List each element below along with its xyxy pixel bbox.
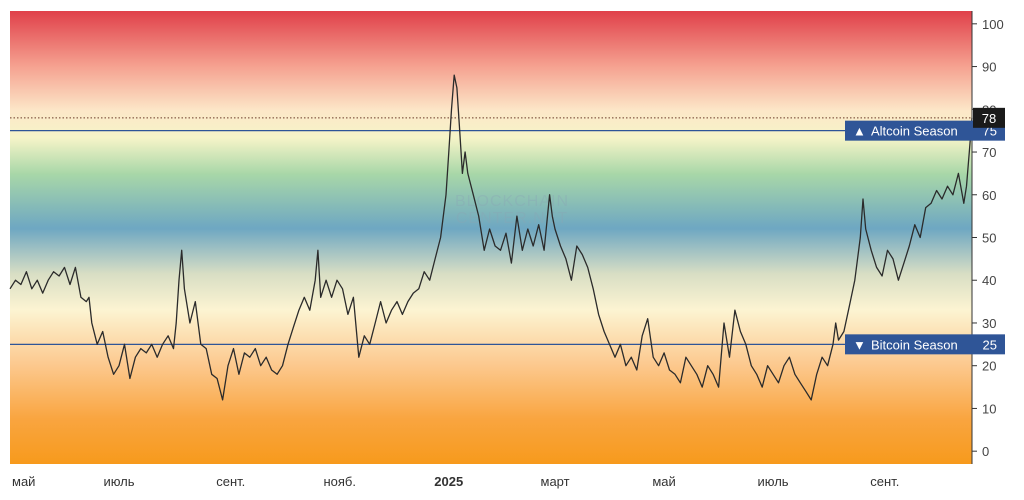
reference-badge-bg: [845, 120, 1005, 141]
x-tick-label: 2025: [434, 474, 463, 489]
reference-badge-marker: ▼: [853, 337, 866, 352]
y-tick-label: 0: [982, 444, 989, 459]
series-line: [9, 74, 973, 401]
y-tick-label: 40: [982, 273, 996, 288]
x-axis-ticks: май июль сент. нояб. 2025 март май июль сент.: [12, 474, 899, 489]
x-tick-label: сент.: [216, 474, 245, 489]
reference-badges: ▲ Altcoin Season 75▼ Bitcoin Season 25: [845, 120, 1005, 355]
reference-badge-marker: ▲: [853, 124, 866, 139]
x-tick-label: июль: [758, 474, 789, 489]
reference-lines: [10, 130, 972, 345]
y-tick-label: 30: [982, 316, 996, 331]
watermark-text: CENTER.NET: [456, 210, 568, 227]
x-tick-label: март: [541, 474, 570, 489]
current-value-badge: 78: [973, 107, 1005, 128]
y-tick-label: 100: [982, 17, 1004, 32]
reference-badge-value: 25: [983, 337, 997, 352]
y-tick-label: 50: [982, 231, 996, 246]
y-tick-label: 10: [982, 401, 996, 416]
x-tick-label: июль: [103, 474, 134, 489]
y-axis-ticks: 0102030405060708090100: [972, 17, 1004, 459]
reference-badge-label: Bitcoin Season: [871, 337, 958, 352]
x-tick-label: май: [652, 474, 675, 489]
y-tick-label: 70: [982, 145, 996, 160]
reference-badge-label: Altcoin Season: [871, 124, 958, 139]
plot-background: [10, 11, 972, 464]
x-tick-label: май: [12, 474, 35, 489]
y-tick-label: 90: [982, 60, 996, 75]
current-value-badge-bg: [973, 107, 1005, 128]
y-tick-label: 60: [982, 188, 996, 203]
x-tick-label: сент.: [870, 474, 899, 489]
current-value-label: 78: [982, 111, 996, 126]
reference-badge-bg: [845, 334, 1005, 355]
x-tick-label: нояб.: [323, 474, 356, 489]
y-tick-label: 20: [982, 359, 996, 374]
watermark-text: BLOCKCHAIN: [455, 193, 569, 210]
